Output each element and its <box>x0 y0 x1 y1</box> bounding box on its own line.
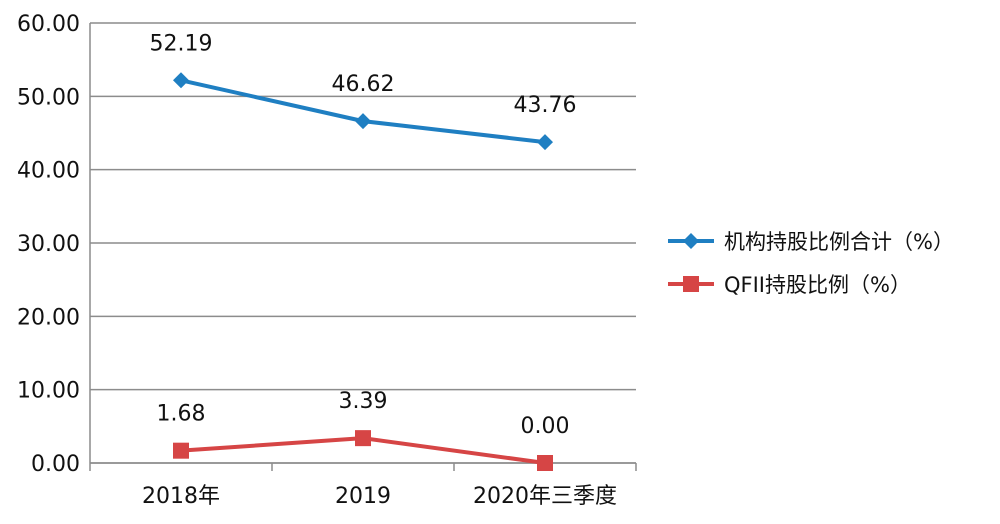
y-tick-label: 20.00 <box>17 305 80 330</box>
data-label: 46.62 <box>332 72 395 97</box>
grid-lines <box>89 22 637 471</box>
data-label: 0.00 <box>521 414 570 439</box>
data-point <box>173 442 189 459</box>
y-tick-label: 30.00 <box>17 232 80 257</box>
legend: 机构持股比例合计（%） QFII持股比例（%） <box>668 230 954 297</box>
legend-label: 机构持股比例合计（%） <box>724 230 954 254</box>
legend-marker <box>683 276 699 292</box>
legend-marker <box>683 233 699 249</box>
y-tick-label: 60.00 <box>17 12 80 37</box>
series-lines <box>173 72 553 471</box>
legend-label: QFII持股比例（%） <box>724 273 911 297</box>
x-tick-label: 2019 <box>335 484 391 509</box>
y-tick-label: 10.00 <box>17 379 80 404</box>
x-tick-label: 2020年三季度 <box>473 484 617 509</box>
x-tick-label: 2018年 <box>142 484 220 509</box>
data-point <box>355 113 371 130</box>
y-tick-label: 0.00 <box>31 452 80 477</box>
data-point <box>537 455 553 471</box>
y-tick-label: 40.00 <box>17 159 80 184</box>
data-point <box>173 72 189 89</box>
data-labels: 52.19 46.62 43.76 1.68 3.39 0.00 <box>150 31 577 439</box>
data-label: 1.68 <box>157 402 206 427</box>
x-axis-ticks: 2018年 2019 2020年三季度 <box>142 484 617 509</box>
y-tick-label: 50.00 <box>17 85 80 110</box>
y-axis-ticks: 0.00 10.00 20.00 30.00 40.00 50.00 60.00 <box>17 12 80 477</box>
data-label: 52.19 <box>150 31 213 56</box>
data-point <box>355 430 371 447</box>
data-label: 43.76 <box>514 93 577 118</box>
data-point <box>537 134 553 151</box>
data-label: 3.39 <box>339 389 388 414</box>
